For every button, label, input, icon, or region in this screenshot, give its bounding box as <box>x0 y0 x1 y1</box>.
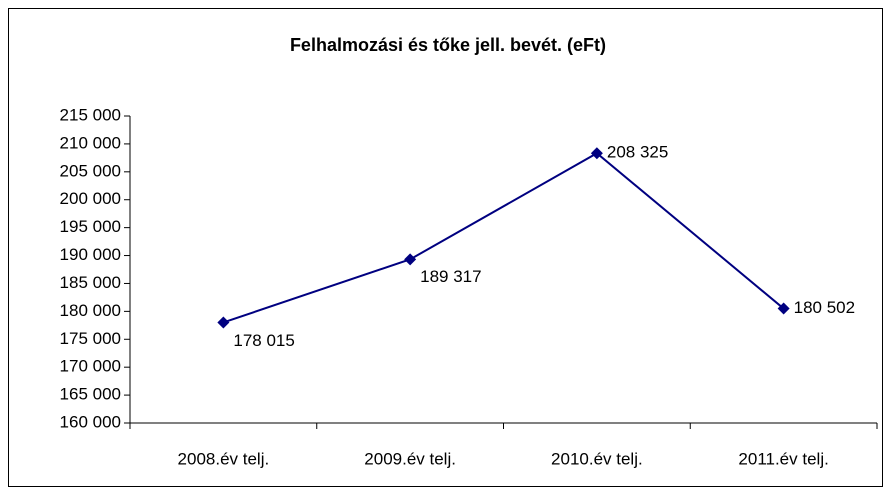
x-tick-label: 2011.év telj. <box>738 449 828 468</box>
marker <box>590 147 603 160</box>
marker <box>217 316 230 329</box>
y-tick-label: 205 000 <box>60 161 121 180</box>
line <box>223 152 785 324</box>
y-tick-label: 215 000 <box>60 105 121 124</box>
data-label: 189 317 <box>420 267 481 286</box>
y-tick-label: 175 000 <box>60 329 121 348</box>
marker <box>404 253 417 266</box>
marker <box>777 302 790 315</box>
chart-border <box>8 8 883 487</box>
y-tick-label: 210 000 <box>60 133 121 152</box>
data-label: 208 325 <box>607 143 668 162</box>
y-tick-label: 190 000 <box>60 245 121 264</box>
y-tick-label: 170 000 <box>60 357 121 376</box>
data-label: 180 502 <box>794 298 855 317</box>
chart-title: Felhalmozási és tőke jell. bevét. (eFt) <box>290 35 606 55</box>
y-tick-label: 160 000 <box>60 412 121 431</box>
y-tick-label: 180 000 <box>60 301 121 320</box>
x-tick-label: 2010.év telj. <box>551 449 643 468</box>
y-tick-label: 200 000 <box>60 189 121 208</box>
y-tick-label: 185 000 <box>60 273 121 292</box>
y-tick-label: 165 000 <box>60 385 121 404</box>
x-tick-label: 2009.év telj. <box>364 449 456 468</box>
y-tick-label: 195 000 <box>60 217 121 236</box>
x-tick-label: 2008.év telj. <box>178 449 270 468</box>
data-label: 178 015 <box>233 331 294 350</box>
